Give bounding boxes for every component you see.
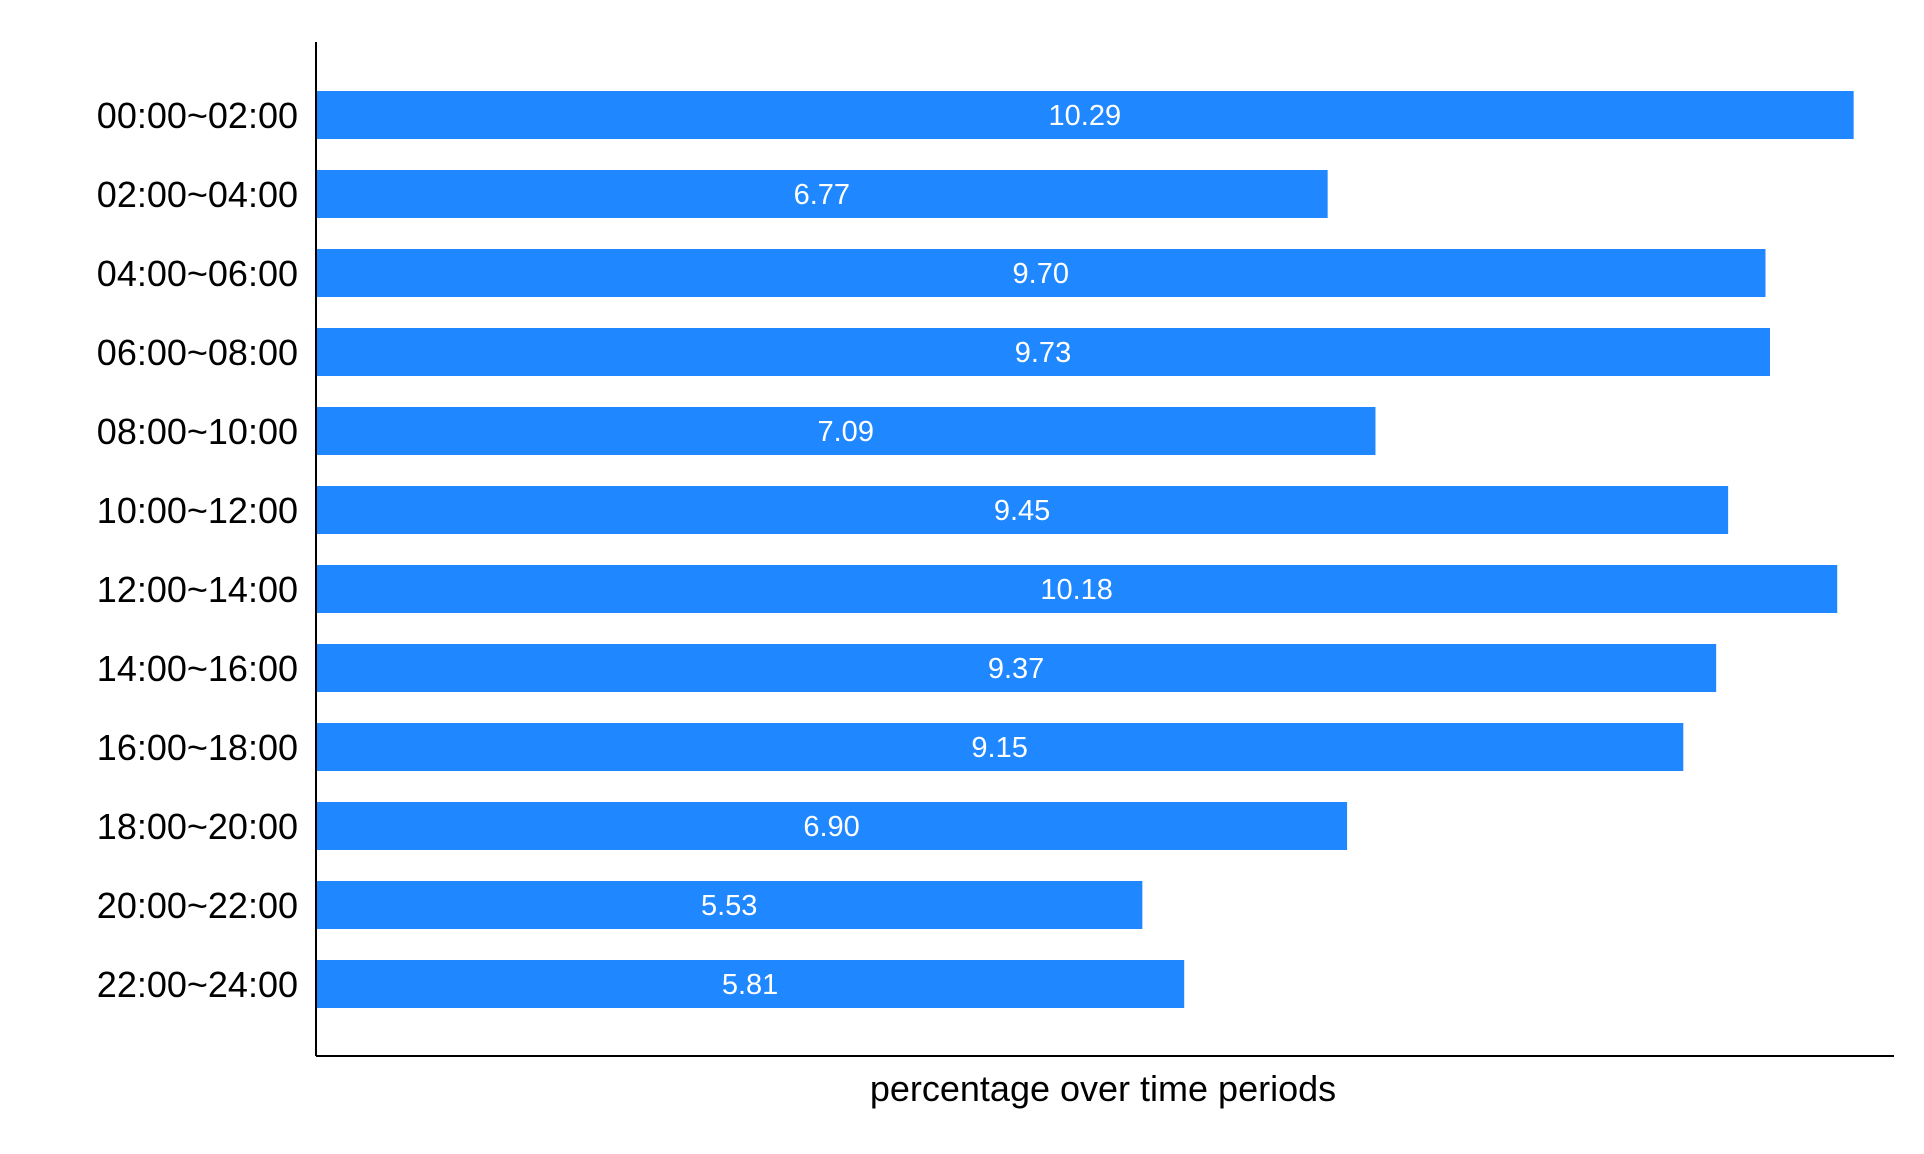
- category-label-7: 14:00~16:00: [97, 648, 298, 689]
- category-label-11: 22:00~24:00: [97, 964, 298, 1005]
- bar-9: [316, 802, 1348, 850]
- bar-10: [316, 881, 1143, 929]
- category-label-9: 18:00~20:00: [97, 806, 298, 847]
- bars-group: [316, 91, 1854, 1008]
- category-label-2: 04:00~06:00: [97, 253, 298, 294]
- bar-4: [316, 407, 1376, 455]
- bar-value-label-8: 9.15: [971, 732, 1027, 764]
- bar-value-label-9: 6.90: [803, 811, 859, 843]
- bar-value-label-0: 10.29: [1049, 100, 1122, 132]
- bar-value-label-1: 6.77: [794, 179, 850, 211]
- bar-11: [316, 960, 1185, 1008]
- bar-value-label-6: 10.18: [1040, 574, 1113, 606]
- bar-3: [316, 328, 1770, 376]
- bar-value-label-2: 9.70: [1013, 258, 1069, 290]
- bar-value-label-11: 5.81: [722, 969, 778, 1001]
- category-label-10: 20:00~22:00: [97, 885, 298, 926]
- category-label-1: 02:00~04:00: [97, 174, 298, 215]
- bar-value-label-4: 7.09: [818, 416, 874, 448]
- x-axis-title: percentage over time periods: [870, 1068, 1336, 1109]
- bar-2: [316, 249, 1766, 297]
- category-label-6: 12:00~14:00: [97, 569, 298, 610]
- bar-1: [316, 170, 1328, 218]
- bar-8: [316, 723, 1684, 771]
- bar-value-label-5: 9.45: [994, 495, 1050, 527]
- category-label-4: 08:00~10:00: [97, 411, 298, 452]
- category-label-5: 10:00~12:00: [97, 490, 298, 531]
- bar-value-label-3: 9.73: [1015, 337, 1071, 369]
- bar-5: [316, 486, 1729, 534]
- bar-value-label-7: 9.37: [988, 653, 1044, 685]
- bar-value-label-10: 5.53: [701, 890, 757, 922]
- category-label-3: 06:00~08:00: [97, 332, 298, 373]
- bar-0: [316, 91, 1854, 139]
- value-labels-group: 10.29 6.77 9.70 9.73 7.09 9.45 10.18 9.37 9.15 6.…: [701, 100, 1121, 1001]
- category-label-8: 16:00~18:00: [97, 727, 298, 768]
- category-label-0: 00:00~02:00: [97, 95, 298, 136]
- bar-6: [316, 565, 1838, 613]
- category-labels-group: 00:00~02:00 02:00~04:00 04:00~06:00 06:00~0…: [97, 95, 298, 1005]
- bar-7: [316, 644, 1717, 692]
